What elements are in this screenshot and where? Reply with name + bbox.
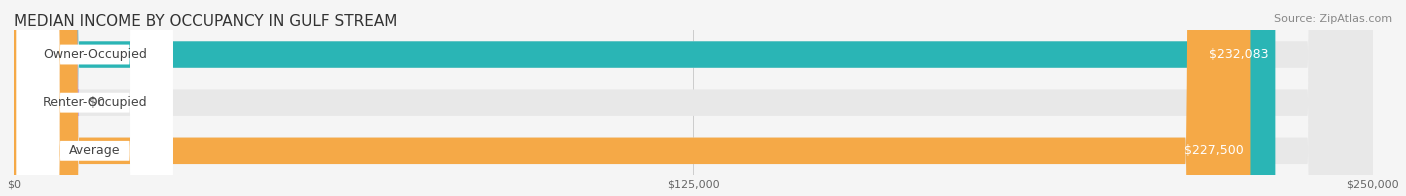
Text: Average: Average	[69, 144, 121, 157]
Text: Renter-Occupied: Renter-Occupied	[42, 96, 148, 109]
FancyBboxPatch shape	[10, 0, 79, 196]
Text: Owner-Occupied: Owner-Occupied	[42, 48, 146, 61]
Text: $227,500: $227,500	[1184, 144, 1244, 157]
FancyBboxPatch shape	[14, 0, 1250, 196]
FancyBboxPatch shape	[17, 0, 173, 196]
Text: $0: $0	[89, 96, 104, 109]
FancyBboxPatch shape	[14, 0, 1372, 196]
Text: MEDIAN INCOME BY OCCUPANCY IN GULF STREAM: MEDIAN INCOME BY OCCUPANCY IN GULF STREA…	[14, 14, 398, 29]
FancyBboxPatch shape	[14, 0, 1372, 196]
Text: Source: ZipAtlas.com: Source: ZipAtlas.com	[1274, 14, 1392, 24]
FancyBboxPatch shape	[14, 0, 1372, 196]
FancyBboxPatch shape	[17, 0, 173, 196]
Text: $232,083: $232,083	[1209, 48, 1268, 61]
FancyBboxPatch shape	[14, 0, 1275, 196]
FancyBboxPatch shape	[17, 0, 173, 196]
